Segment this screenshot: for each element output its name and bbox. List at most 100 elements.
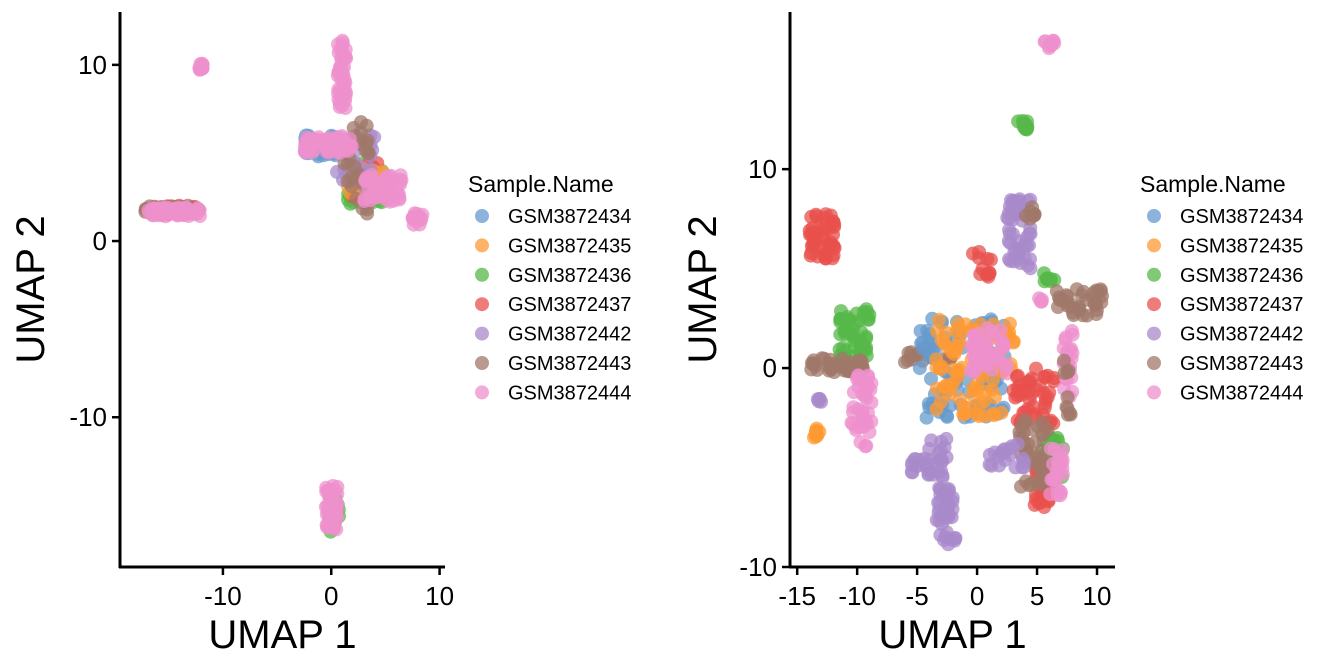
data-point-gsm3872444 bbox=[986, 327, 1001, 341]
data-point-gsm3872435 bbox=[929, 360, 944, 375]
x-tick-label: 5 bbox=[1030, 581, 1044, 611]
data-point-gsm3872444 bbox=[860, 377, 875, 392]
data-point-gsm3872435 bbox=[932, 312, 946, 327]
x-tick-label: -10 bbox=[838, 581, 876, 611]
data-point-gsm3872434 bbox=[913, 324, 928, 338]
data-point-gsm3872444 bbox=[331, 82, 346, 97]
data-point-gsm3872437 bbox=[1028, 492, 1043, 507]
data-point-gsm3872437 bbox=[818, 248, 833, 263]
data-point-gsm3872444 bbox=[331, 37, 345, 52]
data-point-gsm3872442 bbox=[926, 467, 940, 482]
data-point-gsm3872443 bbox=[1057, 366, 1072, 381]
legend-key-gsm3872444 bbox=[475, 385, 489, 400]
data-point-gsm3872444 bbox=[393, 177, 407, 192]
data-point-gsm3872443 bbox=[1032, 452, 1046, 467]
data-point-gsm3872443 bbox=[340, 156, 355, 171]
x-axis-title: UMAP 1 bbox=[878, 613, 1026, 657]
data-point-gsm3872444 bbox=[168, 201, 183, 216]
data-point-gsm3872435 bbox=[954, 324, 969, 339]
data-point-gsm3872437 bbox=[821, 221, 836, 236]
data-point-gsm3872443 bbox=[1033, 469, 1048, 484]
data-point-gsm3872442 bbox=[1008, 460, 1023, 475]
data-point-gsm3872434 bbox=[940, 409, 955, 424]
y-tick-label: -10 bbox=[739, 552, 777, 582]
data-point-gsm3872437 bbox=[980, 251, 995, 266]
data-point-gsm3872434 bbox=[912, 361, 927, 376]
data-point-gsm3872435 bbox=[966, 388, 980, 403]
data-point-gsm3872435 bbox=[971, 409, 986, 424]
legend-title: Sample.Name bbox=[468, 171, 614, 197]
data-point-gsm3872442 bbox=[1001, 234, 1016, 249]
data-point-gsm3872437 bbox=[823, 208, 838, 223]
data-point-gsm3872437 bbox=[1021, 375, 1036, 390]
x-tick-label: -15 bbox=[778, 581, 816, 611]
data-point-gsm3872444 bbox=[1052, 447, 1067, 462]
legend-key-gsm3872442 bbox=[475, 326, 489, 341]
data-point-gsm3872443 bbox=[827, 357, 841, 371]
points-layer-right bbox=[802, 33, 1109, 552]
data-point-gsm3872444 bbox=[1033, 294, 1048, 309]
legend-key-gsm3872444 bbox=[1147, 385, 1161, 400]
data-point-gsm3872442 bbox=[993, 446, 1008, 461]
data-point-gsm3872444 bbox=[377, 177, 392, 192]
legend-title: Sample.Name bbox=[1140, 171, 1286, 197]
data-point-gsm3872444 bbox=[357, 194, 372, 208]
data-point-gsm3872436 bbox=[849, 306, 864, 321]
y-axis-title: UMAP 2 bbox=[681, 215, 725, 363]
data-point-gsm3872444 bbox=[992, 353, 1007, 368]
data-point-gsm3872435 bbox=[939, 378, 954, 393]
data-point-gsm3872443 bbox=[1025, 200, 1040, 215]
umap-panel-left: -10 0 10 -10 0 10 UMAP 1 UMAP 2 Sample.Name GSM3… bbox=[9, 12, 631, 657]
legend-label-gsm3872437: GSM3872437 bbox=[508, 294, 631, 316]
data-point-gsm3872444 bbox=[320, 503, 335, 518]
data-point-gsm3872436 bbox=[838, 327, 853, 342]
data-point-gsm3872443 bbox=[1071, 301, 1086, 316]
data-point-gsm3872443 bbox=[1016, 425, 1031, 440]
data-point-gsm3872442 bbox=[931, 505, 946, 520]
data-point-gsm3872444 bbox=[853, 435, 868, 450]
data-point-gsm3872436 bbox=[1020, 120, 1035, 135]
x-axis-title: UMAP 1 bbox=[208, 613, 356, 657]
data-point-gsm3872435 bbox=[929, 402, 944, 416]
data-point-gsm3872436 bbox=[1043, 274, 1058, 289]
data-point-gsm3872444 bbox=[331, 65, 346, 80]
data-point-gsm3872443 bbox=[360, 133, 375, 148]
legend-key-gsm3872443 bbox=[475, 356, 489, 370]
data-point-gsm3872437 bbox=[1024, 387, 1039, 401]
legend-label-gsm3872435: GSM3872435 bbox=[1180, 235, 1303, 257]
data-point-gsm3872437 bbox=[1008, 390, 1023, 405]
legend-left: Sample.Name GSM3872434 GSM3872435 GSM387243… bbox=[468, 171, 631, 404]
legend-key-gsm3872437 bbox=[1147, 297, 1161, 312]
y-tick-label: -10 bbox=[69, 402, 107, 432]
data-point-gsm3872435 bbox=[994, 405, 1009, 420]
data-point-gsm3872443 bbox=[344, 170, 359, 184]
data-point-gsm3872435 bbox=[808, 424, 823, 439]
data-point-gsm3872444 bbox=[152, 201, 167, 216]
data-point-gsm3872444 bbox=[996, 338, 1011, 353]
legend-key-gsm3872436 bbox=[1147, 267, 1161, 282]
data-point-gsm3872443 bbox=[1093, 284, 1108, 298]
data-point-gsm3872437 bbox=[804, 209, 819, 224]
data-point-gsm3872434 bbox=[919, 410, 934, 425]
axes-left: -10 0 10 -10 0 10 UMAP 1 UMAP 2 bbox=[9, 12, 454, 657]
data-point-gsm3872442 bbox=[984, 458, 999, 473]
data-point-gsm3872435 bbox=[952, 392, 967, 407]
data-point-gsm3872444 bbox=[192, 62, 207, 77]
data-point-gsm3872435 bbox=[930, 324, 944, 338]
data-point-gsm3872444 bbox=[969, 347, 984, 362]
data-point-gsm3872444 bbox=[359, 172, 374, 187]
data-point-gsm3872443 bbox=[898, 355, 912, 370]
y-tick-label: 10 bbox=[78, 50, 107, 80]
y-tick-label: 0 bbox=[763, 353, 777, 383]
data-point-gsm3872444 bbox=[1050, 488, 1065, 503]
x-tick-label: 10 bbox=[425, 581, 454, 611]
data-point-gsm3872442 bbox=[905, 465, 920, 480]
data-point-gsm3872443 bbox=[1018, 474, 1033, 489]
data-point-gsm3872442 bbox=[811, 394, 826, 409]
data-point-gsm3872437 bbox=[981, 269, 996, 284]
data-point-gsm3872444 bbox=[1064, 341, 1078, 356]
y-tick-label: 0 bbox=[93, 226, 107, 256]
legend-label-gsm3872442: GSM3872442 bbox=[1180, 324, 1303, 346]
data-point-gsm3872436 bbox=[859, 329, 874, 344]
